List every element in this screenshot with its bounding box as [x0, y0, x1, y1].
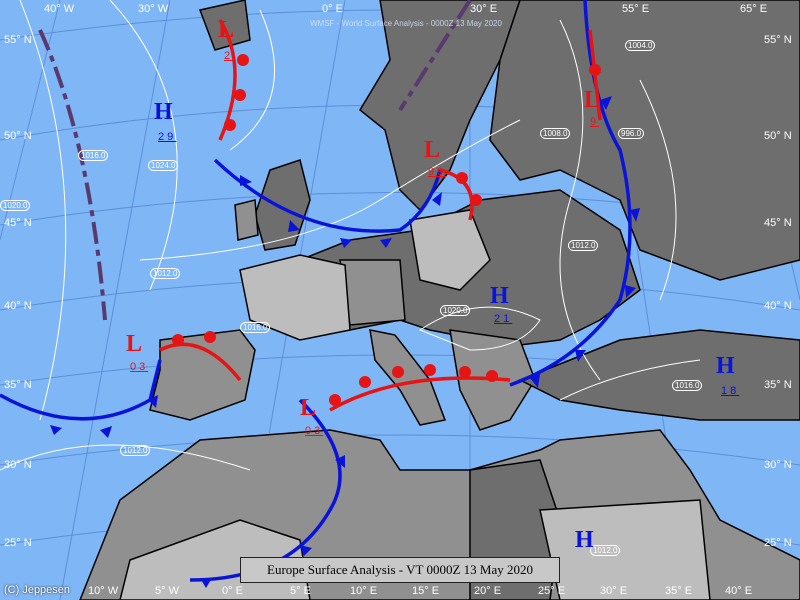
low-pressure-symbol: L: [126, 331, 143, 357]
low-pressure-value: 9: [590, 116, 600, 128]
grid-label-right: 25° N: [764, 537, 792, 549]
grid-label-top: 30° E: [470, 3, 498, 15]
grid-label-right: 40° N: [764, 300, 792, 312]
isobar-label: 1012.0: [568, 240, 599, 251]
grid-label-bottom: 5° W: [155, 585, 179, 597]
high-pressure-value: 29: [158, 131, 177, 143]
grid-label-right: 30° N: [764, 459, 792, 471]
grid-label-left: 35° N: [4, 379, 32, 391]
cold-front-barbs: [50, 96, 640, 588]
grid-label-bottom: 25° E: [538, 585, 566, 597]
grid-label-bottom: 10° E: [350, 585, 378, 597]
low-pressure-symbol: L: [424, 137, 441, 163]
grid-label-bottom: 40° E: [725, 585, 753, 597]
grid-label-right: 55° N: [764, 34, 792, 46]
grid-label-top: 40° W: [44, 3, 75, 15]
grid-label-bottom: 0° E: [222, 585, 243, 597]
grid-label-left: 45° N: [4, 217, 32, 229]
isobar-label: 1016.0: [672, 380, 703, 391]
isobar-label: 1008.0: [540, 128, 571, 139]
high-pressure-symbol: H: [154, 99, 173, 125]
isobar-label: 1012.0: [150, 268, 181, 279]
isobar-label: 996.0: [618, 128, 645, 139]
low-pressure-value: 03: [305, 425, 324, 437]
grid-label-left: 40° N: [4, 300, 32, 312]
low-pressure-symbol: L: [218, 17, 235, 43]
watermark: WMSF - World Surface Analysis - 0000Z 13…: [310, 19, 502, 28]
grid-label-left: 55° N: [4, 34, 32, 46]
isobar-label: 1004.0: [625, 40, 656, 51]
low-pressure-symbol: L: [584, 87, 601, 113]
grid-label-bottom: 20° E: [474, 585, 502, 597]
grid-label-left: 30° N: [4, 459, 32, 471]
isobars: [0, 0, 701, 471]
high-pressure-value: 21: [494, 313, 513, 325]
isobar-label: 1016.0: [240, 322, 271, 333]
grid-label-top: 55° E: [622, 3, 650, 15]
high-pressure-symbol: H: [575, 527, 594, 553]
grid-label-bottom: 35° E: [665, 585, 693, 597]
low-pressure-value: 99: [428, 166, 447, 178]
grid-label-top: 65° E: [740, 3, 768, 15]
high-pressure-value: 18: [721, 385, 740, 397]
grid-label-right: 35° N: [764, 379, 792, 391]
low-pressure-value: 03: [130, 361, 149, 373]
isobar-label: 1012.0: [120, 445, 151, 456]
trough-scandinavia: [398, 0, 472, 112]
grid-label-left: 50° N: [4, 130, 32, 142]
grid-label-top: 30° W: [138, 3, 169, 15]
grid-label-left: 25° N: [4, 537, 32, 549]
map-caption: Europe Surface Analysis - VT 0000Z 13 Ma…: [240, 557, 560, 583]
copyright: (C) Jeppesen: [4, 584, 71, 596]
high-pressure-symbol: H: [490, 283, 509, 309]
isobar-label: 1020.0: [0, 200, 31, 211]
grid-label-right: 45° N: [764, 217, 792, 229]
warm-front-bumps: [172, 54, 601, 406]
grid-label-bottom: 10° W: [88, 585, 119, 597]
grid-label-top: 0° E: [322, 3, 343, 15]
isobar-label: 1016.0: [78, 150, 109, 161]
grid-label-bottom: 5° E: [290, 585, 311, 597]
isobar-label: 1012.0: [590, 545, 621, 556]
grid-label-right: 50° N: [764, 130, 792, 142]
low-pressure-symbol: L: [300, 395, 317, 421]
isobar-label: 1020.0: [440, 305, 471, 316]
low-pressure-value: 2: [224, 50, 234, 62]
grid-label-bottom: 30° E: [600, 585, 628, 597]
isobar-label: 1024.0: [148, 160, 179, 171]
high-pressure-symbol: H: [716, 353, 735, 379]
grid-label-bottom: 15° E: [412, 585, 440, 597]
